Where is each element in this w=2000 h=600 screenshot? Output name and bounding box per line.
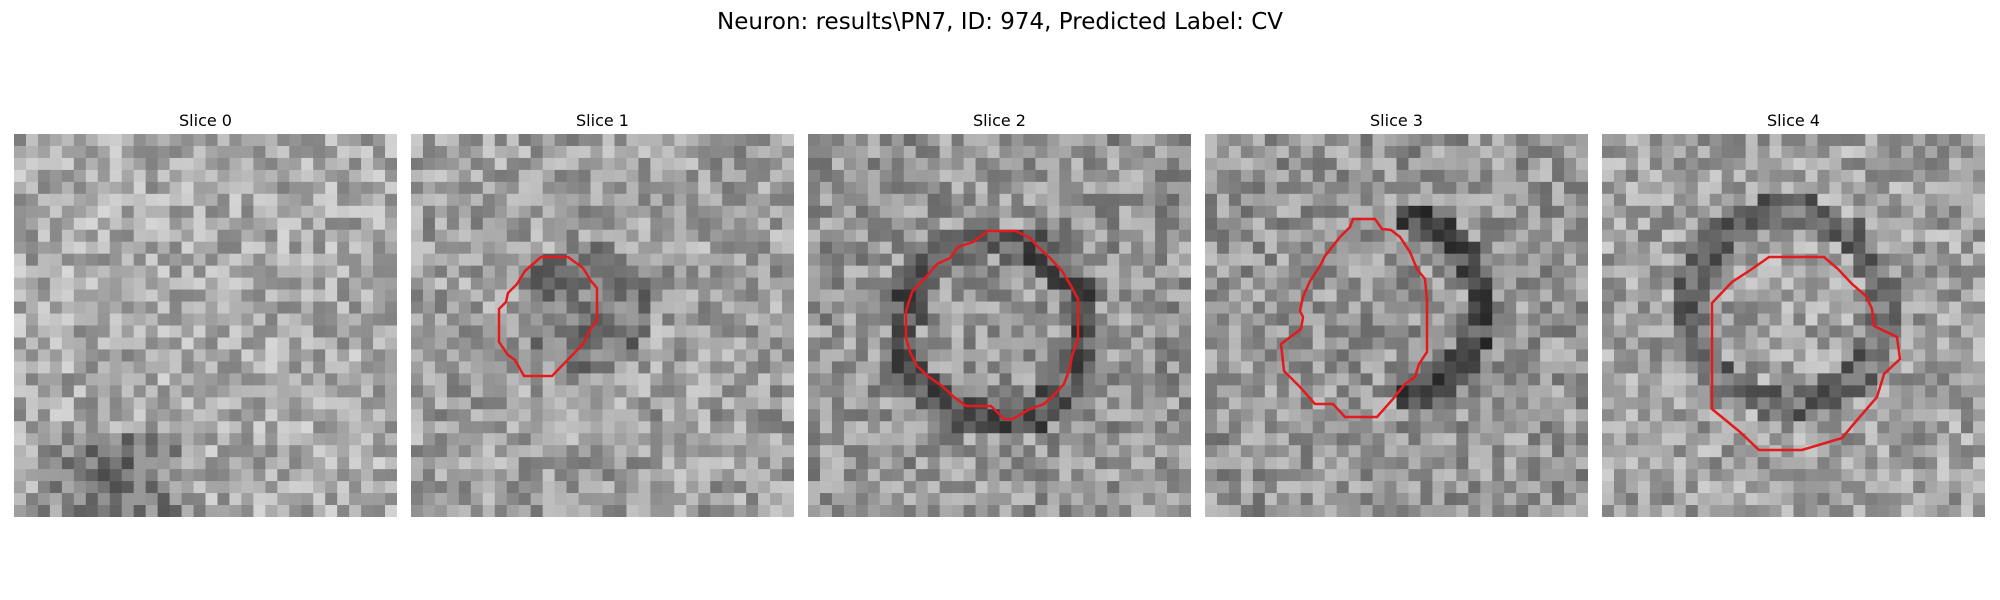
pixel-grid-1 <box>411 134 794 517</box>
contour-outline-3 <box>1279 217 1429 419</box>
slice-image-2 <box>808 134 1191 517</box>
slice-panel-1: Slice 1 <box>411 108 794 517</box>
slice-title-0: Slice 0 <box>179 111 232 130</box>
pixel-grid-4 <box>1602 134 1985 517</box>
figure-title: Neuron: results\PN7, ID: 974, Predicted … <box>717 9 1283 35</box>
contour-outline-4 <box>1710 255 1902 452</box>
slice-image-0 <box>14 134 397 517</box>
slice-title-1: Slice 1 <box>576 111 629 130</box>
pixel-grid-3 <box>1205 134 1588 517</box>
slice-panel-2: Slice 2 <box>808 108 1191 517</box>
slice-title-4: Slice 4 <box>1767 111 1820 130</box>
contour-outline-1 <box>497 255 599 378</box>
slice-panel-3: Slice 3 <box>1205 108 1588 517</box>
slice-image-3 <box>1205 134 1588 517</box>
slice-image-1 <box>411 134 794 517</box>
slice-title-3: Slice 3 <box>1370 111 1423 130</box>
slice-panel-0: Slice 0 <box>14 108 397 517</box>
slice-title-2: Slice 2 <box>973 111 1026 130</box>
slice-panel-4: Slice 4 <box>1602 108 1985 517</box>
pixel-grid-0 <box>14 134 397 517</box>
slice-image-4 <box>1602 134 1985 517</box>
contour-outline-2 <box>904 229 1080 421</box>
pixel-grid-2 <box>808 134 1191 517</box>
